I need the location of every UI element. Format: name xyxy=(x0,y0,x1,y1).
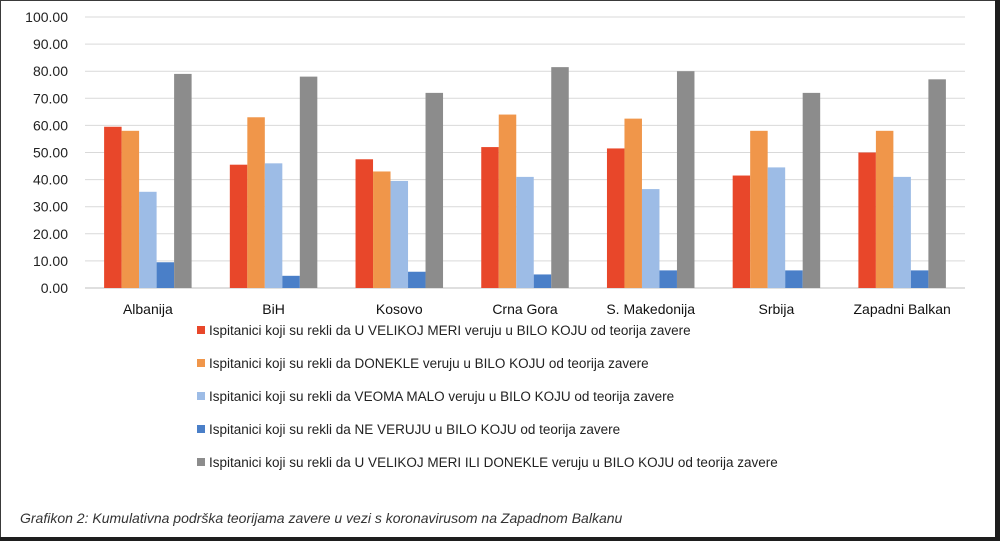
y-tick-label: 70.00 xyxy=(33,90,68,106)
legend-label: Ispitanici koji su rekli da DONEKLE veru… xyxy=(209,356,649,371)
bar xyxy=(551,67,569,288)
x-tick-label: Srbija xyxy=(759,301,795,317)
legend-label: Ispitanici koji su rekli da U VELIKOJ ME… xyxy=(209,455,778,470)
y-tick-label: 10.00 xyxy=(33,253,68,269)
bar xyxy=(355,159,374,288)
bar xyxy=(875,130,894,288)
bar xyxy=(659,270,677,288)
y-tick-label: 40.00 xyxy=(33,172,68,188)
chart-caption: Grafikon 2: Kumulativna podrška teorijam… xyxy=(20,510,623,526)
bar xyxy=(676,71,695,288)
y-tick-label: 0.00 xyxy=(41,280,68,296)
legend-swatch xyxy=(197,392,205,400)
bar xyxy=(264,163,283,288)
bar xyxy=(858,152,876,288)
bar xyxy=(750,130,768,288)
x-tick-label: Zapadni Balkan xyxy=(853,301,950,317)
bar xyxy=(641,189,660,288)
bar xyxy=(498,114,517,288)
legend-swatch xyxy=(197,425,205,433)
bar xyxy=(139,191,157,288)
bar xyxy=(928,79,946,288)
bar xyxy=(425,92,444,288)
bar xyxy=(373,171,391,288)
bar xyxy=(624,118,642,288)
bar xyxy=(606,148,625,288)
legend-label: Ispitanici koji su rekli da VEOMA MALO v… xyxy=(209,389,674,404)
frame-shadow-bottom xyxy=(0,537,1000,541)
bar xyxy=(121,130,140,288)
bar xyxy=(910,270,929,288)
bar xyxy=(282,275,300,288)
bar xyxy=(893,176,911,288)
bar xyxy=(481,147,499,288)
bar xyxy=(802,92,821,288)
frame-shadow-right xyxy=(995,0,1000,541)
y-tick-label: 100.00 xyxy=(25,9,68,25)
x-tick-label: S. Makedonija xyxy=(606,301,695,317)
bar xyxy=(767,167,786,288)
legend-label: Ispitanici koji su rekli da NE VERUJU u … xyxy=(209,422,620,437)
y-tick-label: 80.00 xyxy=(33,63,68,79)
bar xyxy=(174,73,192,288)
bar xyxy=(229,164,248,288)
x-tick-label: Kosovo xyxy=(376,301,423,317)
legend-swatch xyxy=(197,326,205,334)
y-tick-label: 60.00 xyxy=(33,117,68,133)
bar xyxy=(516,176,534,288)
bar xyxy=(104,126,122,288)
bar xyxy=(247,117,265,289)
legend-swatch xyxy=(197,458,205,466)
bar xyxy=(156,262,175,288)
y-tick-label: 50.00 xyxy=(33,145,68,161)
bar xyxy=(408,271,426,288)
y-tick-label: 20.00 xyxy=(33,226,68,242)
bar xyxy=(299,76,318,289)
x-tick-label: BiH xyxy=(262,301,285,317)
y-tick-label: 30.00 xyxy=(33,199,68,215)
y-tick-label: 90.00 xyxy=(33,36,68,52)
legend-swatch xyxy=(197,359,205,367)
legend-label: Ispitanici koji su rekli da U VELIKOJ ME… xyxy=(209,323,691,338)
x-tick-label: Albanija xyxy=(123,301,173,317)
x-tick-label: Crna Gora xyxy=(492,301,558,317)
bar xyxy=(390,180,409,288)
bar xyxy=(732,175,751,288)
bar xyxy=(533,274,552,288)
bar xyxy=(785,270,803,288)
